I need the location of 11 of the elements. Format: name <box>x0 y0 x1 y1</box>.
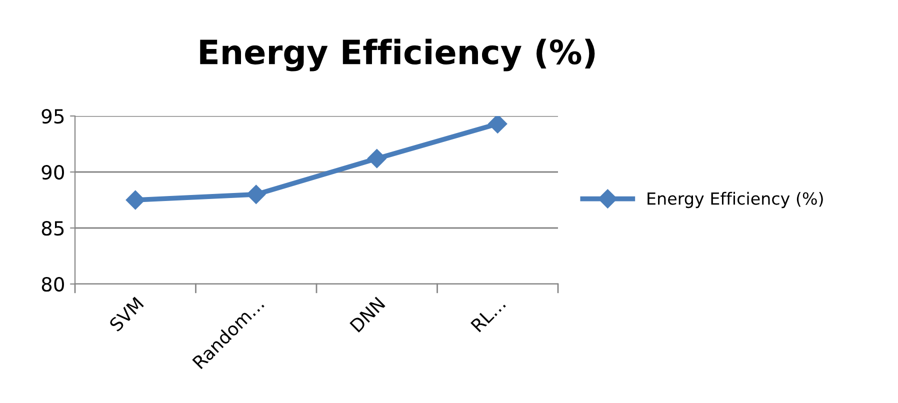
point <box>367 149 386 168</box>
y-tick-label: 80 <box>42 276 64 292</box>
point <box>126 190 145 210</box>
chart-title: Energy Efficiency (%) <box>200 38 595 72</box>
y-tick-label: 85 <box>42 220 64 236</box>
point <box>488 116 508 134</box>
legend-label: Energy Efficiency (%) <box>648 192 823 208</box>
y-tick-label: 95 <box>42 108 64 124</box>
point <box>246 184 266 204</box>
y-tick-label: 90 <box>42 164 64 180</box>
x-tick-label: RL… <box>470 296 506 332</box>
